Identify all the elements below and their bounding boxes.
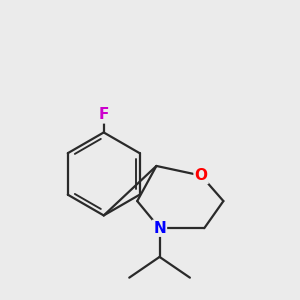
Text: N: N: [153, 221, 166, 236]
Text: F: F: [98, 107, 109, 122]
Text: O: O: [195, 168, 208, 183]
